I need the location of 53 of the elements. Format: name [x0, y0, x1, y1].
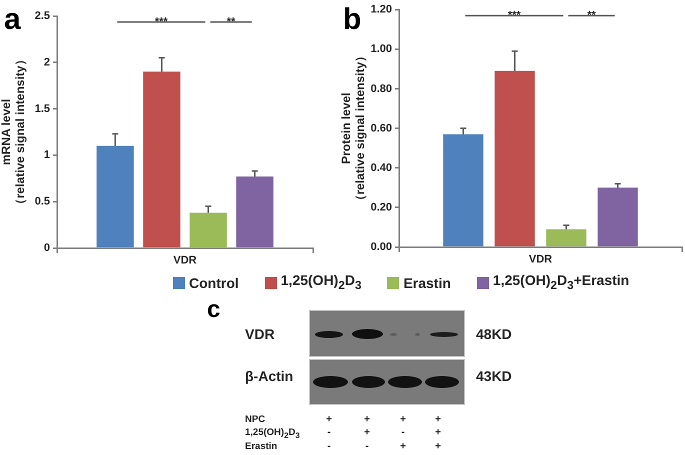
text: -: [327, 441, 331, 453]
y-tick-label: 1.00: [370, 43, 392, 56]
text: +: [364, 427, 370, 439]
annotation: ***: [508, 10, 522, 22]
annotation: ***: [154, 16, 168, 28]
bar: [546, 229, 586, 246]
text: +: [326, 414, 332, 426]
y-tick-label: 2.5: [34, 10, 50, 22]
text: -: [401, 427, 405, 439]
bar: [96, 146, 134, 248]
chart-title: b: [343, 3, 362, 36]
bar: [443, 134, 484, 246]
text: +: [435, 441, 441, 453]
bar: [190, 212, 227, 248]
chart-title: a: [4, 3, 21, 36]
text: +: [400, 414, 406, 426]
text: NPC: [245, 414, 266, 426]
text: +: [400, 441, 406, 453]
y-axis-title: Protein level （relative signal intensity）: [339, 50, 368, 207]
y-tick-label: 2: [44, 56, 50, 68]
text: +: [364, 414, 370, 426]
bar: [236, 176, 274, 248]
text: 48KD: [476, 325, 512, 343]
text: Erastin: [245, 441, 278, 453]
y-tick-label: 0.80: [370, 82, 392, 95]
text: c: [207, 296, 220, 324]
y-tick-label: 0.60: [370, 122, 392, 134]
text: -: [327, 427, 331, 439]
text: β-Actin: [245, 367, 294, 385]
y-tick-label: 0.40: [370, 162, 392, 174]
legend-label: Control: [189, 274, 239, 291]
text: +: [435, 414, 441, 426]
text: 43KD: [476, 367, 512, 385]
y-tick-label: 1.20: [370, 4, 392, 16]
bar: [494, 70, 535, 246]
text: VDR: [245, 325, 275, 343]
y-tick-label: 0.5: [34, 196, 50, 208]
text: +: [435, 427, 441, 439]
annotation: **: [226, 16, 236, 28]
bar: [598, 188, 638, 246]
bar: [143, 72, 180, 248]
y-tick-label: 0.20: [370, 201, 392, 214]
y-tick-label: 0: [44, 242, 50, 254]
y-tick-label: 0.00: [370, 241, 392, 254]
annotation: **: [587, 10, 597, 22]
y-axis-title: mRNA level （relative signal intensity）: [0, 54, 28, 210]
text: 1,25(OH)$_{2}$D$_{3}$: [245, 427, 300, 442]
text: -: [365, 441, 369, 453]
legend-label: 1,25(OH)$_{2}$D$_{3}$: [280, 272, 362, 294]
y-tick-label: 1.5: [34, 102, 50, 115]
legend-label: Erastin: [403, 274, 451, 291]
legend-label: 1,25(OH)$_{2}$D$_{3}$+Erastin: [492, 272, 630, 294]
y-tick-label: 1: [44, 149, 50, 162]
